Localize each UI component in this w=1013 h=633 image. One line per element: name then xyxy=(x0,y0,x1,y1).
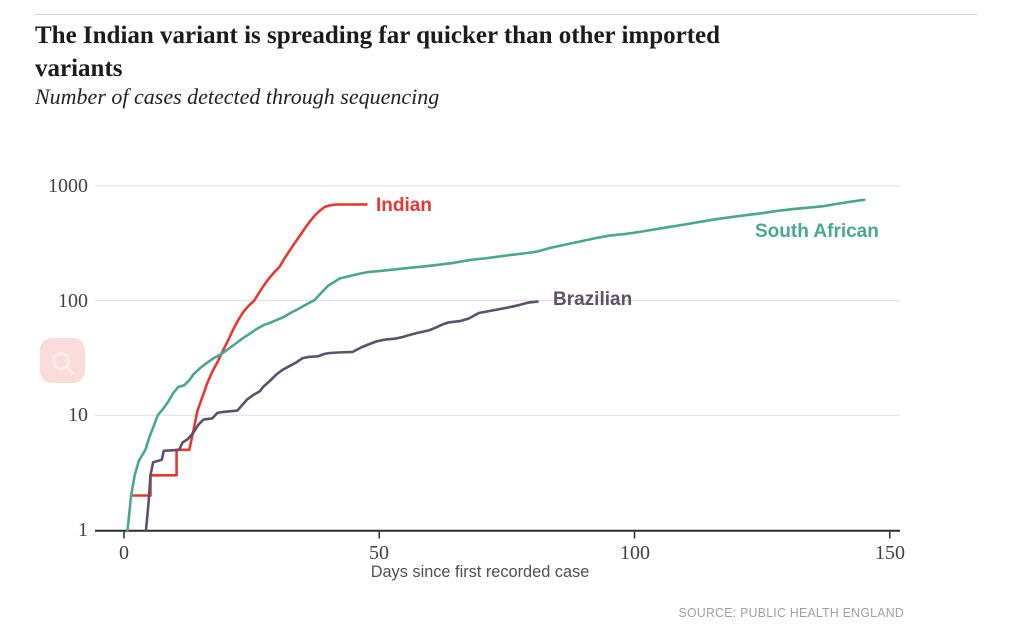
x-tick-100: 100 xyxy=(620,542,650,564)
x-axis-label: Days since first recorded case xyxy=(370,562,590,581)
page-subtitle: Number of cases detected through sequenc… xyxy=(35,84,440,109)
source-note: SOURCE: PUBLIC HEALTH ENGLAND xyxy=(678,606,904,620)
x-tick-150: 150 xyxy=(875,542,905,564)
top-rule xyxy=(35,14,977,15)
x-tick-50: 50 xyxy=(369,542,389,564)
page-title: The Indian variant is spreading far quic… xyxy=(35,19,935,85)
series-line-south-african xyxy=(126,198,866,532)
series-label-brazilian: Brazilian xyxy=(553,289,633,310)
series-line-indian xyxy=(130,203,368,497)
series-label-south-african: South African xyxy=(755,221,879,242)
y-tick-10: 10 xyxy=(68,404,88,426)
search-icon xyxy=(40,348,85,380)
y-tick-1: 1 xyxy=(78,519,88,541)
x-tick-0: 0 xyxy=(119,542,129,564)
y-tick-1000: 1000 xyxy=(48,175,88,197)
series-label-indian: Indian xyxy=(376,195,432,216)
y-tick-100: 100 xyxy=(58,290,88,312)
search-button[interactable] xyxy=(40,338,85,383)
page-title-line2: variants xyxy=(35,55,123,82)
series-line-brazilian xyxy=(144,300,539,532)
page-title-line1: The Indian variant is spreading far quic… xyxy=(35,22,721,49)
